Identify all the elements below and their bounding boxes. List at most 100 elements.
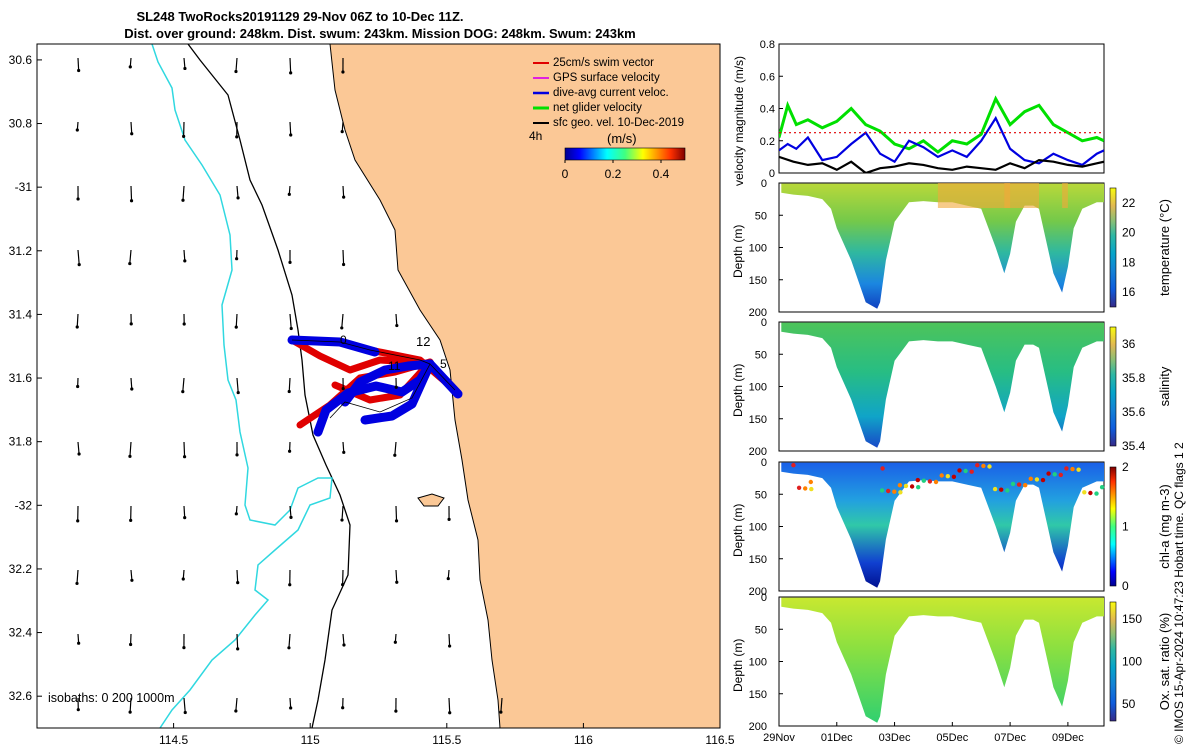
geo-velocity-arrow xyxy=(395,505,398,521)
geo-velocity-arrowhead xyxy=(76,197,80,201)
geo-velocity-arrowhead xyxy=(77,452,81,456)
geo-velocity-arrow xyxy=(341,505,344,521)
map-y-tick-label: 31.8 xyxy=(9,435,33,449)
geo-velocity-arrow xyxy=(289,121,292,136)
geo-velocity-arrow xyxy=(130,185,133,201)
geo-velocity-arrowhead xyxy=(394,519,399,523)
geo-velocity-arrow xyxy=(130,377,133,390)
legend-swim-vector: 25cm/s swim vector xyxy=(533,57,654,69)
geo-velocity-arrowhead xyxy=(341,262,346,267)
geo-velocity-arrowhead xyxy=(75,325,79,329)
geo-velocity-arrowhead xyxy=(289,706,293,710)
speed-colorbar xyxy=(564,147,686,161)
map-y-tick-label: 31.4 xyxy=(9,307,33,321)
colorbar-tick-label: 0.2 xyxy=(605,167,622,181)
geo-velocity-arrow xyxy=(395,313,398,326)
geo-velocity-arrowhead xyxy=(181,198,185,202)
isobath-1000 xyxy=(151,44,333,728)
geo-velocity-arrowhead xyxy=(447,517,451,521)
svg-text:net glider velocity: net glider velocity xyxy=(553,102,642,114)
geo-velocity-arrowhead xyxy=(287,449,292,453)
geo-velocity-arrowhead xyxy=(183,66,187,71)
geo-velocity-arrowhead xyxy=(77,68,81,73)
geo-velocity-arrow xyxy=(183,249,186,261)
geo-velocity-arrow xyxy=(341,313,344,328)
legend-dive-avg-current: dive-avg current veloc. xyxy=(533,87,669,99)
geo-velocity-arrowhead xyxy=(76,519,80,523)
geo-velocity-arrow xyxy=(341,121,344,132)
geo-velocity-arrow xyxy=(289,697,292,708)
isobath-200 xyxy=(187,44,351,728)
geo-velocity-arrow xyxy=(129,441,132,457)
colorbar-tick-label: 0.4 xyxy=(653,167,670,181)
geo-velocity-arrowhead xyxy=(130,132,134,136)
legend-net-glider-velocity: net glider velocity xyxy=(533,102,642,114)
map-y-tick-label: 32.6 xyxy=(9,689,33,703)
geo-velocity-arrow xyxy=(182,377,185,392)
track-label-12: 12 xyxy=(416,334,430,349)
geo-velocity-arrow xyxy=(183,505,186,518)
svg-text:dive-avg current veloc.: dive-avg current veloc. xyxy=(553,87,669,99)
geo-velocity-arrowhead xyxy=(235,135,239,139)
geo-velocity-arrowhead xyxy=(128,65,132,69)
geo-velocity-arrowhead xyxy=(77,641,81,645)
track-line xyxy=(291,339,456,419)
geo-velocity-arrowhead xyxy=(129,642,133,647)
geo-velocity-arrowhead xyxy=(129,199,134,203)
geo-velocity-arrow xyxy=(129,697,132,713)
geo-velocity-arrow xyxy=(500,697,503,713)
geo-velocity-arrowhead xyxy=(287,192,291,196)
geo-velocity-arrowhead xyxy=(448,644,452,648)
track-label-0: 0 xyxy=(340,333,347,347)
geo-velocity-arrowhead xyxy=(342,643,346,647)
geo-velocity-arrow xyxy=(236,185,239,198)
geo-velocity-arrowhead xyxy=(289,133,293,137)
map-y-tick-label: 30.6 xyxy=(9,53,33,67)
geo-velocity-arrowhead xyxy=(129,322,133,326)
geo-velocity-arrowhead xyxy=(235,257,239,261)
chart-title-line1: SL248 TwoRocks20191129 29-Nov 06Z to 10-… xyxy=(136,9,464,24)
svg-text:GPS surface velocity: GPS surface velocity xyxy=(553,72,660,84)
chart-title-line2: Dist. over ground: 248km. Dist. swum: 24… xyxy=(124,26,636,41)
map-y-tick-label: 32.4 xyxy=(9,626,33,640)
geo-velocity-arrowhead xyxy=(287,646,291,650)
geo-velocity-arrowhead xyxy=(182,646,186,650)
geo-velocity-arrowhead xyxy=(341,387,345,391)
geo-velocity-arrowhead xyxy=(236,581,240,585)
geo-velocity-arrowhead xyxy=(342,450,346,454)
geo-velocity-arrowhead xyxy=(236,390,240,395)
geo-velocity-arrowhead xyxy=(393,640,397,644)
geo-velocity-arrowhead xyxy=(341,583,345,587)
geo-velocity-arrow xyxy=(235,313,238,328)
geo-velocity-arrowhead xyxy=(288,583,292,587)
geo-velocity-arrowhead xyxy=(448,711,452,715)
geo-velocity-arrow xyxy=(183,697,186,713)
geo-velocity-arrowhead xyxy=(287,389,291,394)
geo-velocity-arrowhead xyxy=(75,128,79,132)
geo-velocity-arrow xyxy=(182,185,185,201)
geo-velocity-arrowhead xyxy=(446,576,450,581)
geo-velocity-arrow xyxy=(235,57,238,72)
geo-velocity-arrow xyxy=(236,377,239,393)
geo-velocity-arrow xyxy=(76,313,79,328)
geo-velocity-arrow xyxy=(448,697,451,713)
geo-velocity-arrowhead xyxy=(289,515,293,519)
legend-sfc-geo-velocity: sfc geo. vel. 10-Dec-2019 xyxy=(533,117,684,129)
geo-velocity-arrow xyxy=(394,441,397,456)
geo-velocity-arrow xyxy=(342,185,345,198)
geo-velocity-arrowhead xyxy=(182,322,186,326)
geo-velocity-arrowhead xyxy=(340,326,344,330)
geo-velocity-arrow xyxy=(130,121,133,134)
geo-velocity-arrow xyxy=(342,633,345,646)
geo-velocity-arrow xyxy=(235,697,238,712)
geo-velocity-arrow xyxy=(129,249,132,264)
geo-velocity-arrowhead xyxy=(183,259,187,263)
geo-velocity-arrow xyxy=(236,633,239,649)
map-y-tick-label: -31 xyxy=(15,180,33,194)
geo-velocity-arrow xyxy=(183,441,186,457)
map-x-tick-label: 116 xyxy=(574,733,593,747)
geo-velocity-arrow xyxy=(130,569,133,581)
geo-velocity-arrowhead xyxy=(181,577,185,581)
geo-velocity-arrow xyxy=(289,505,292,518)
